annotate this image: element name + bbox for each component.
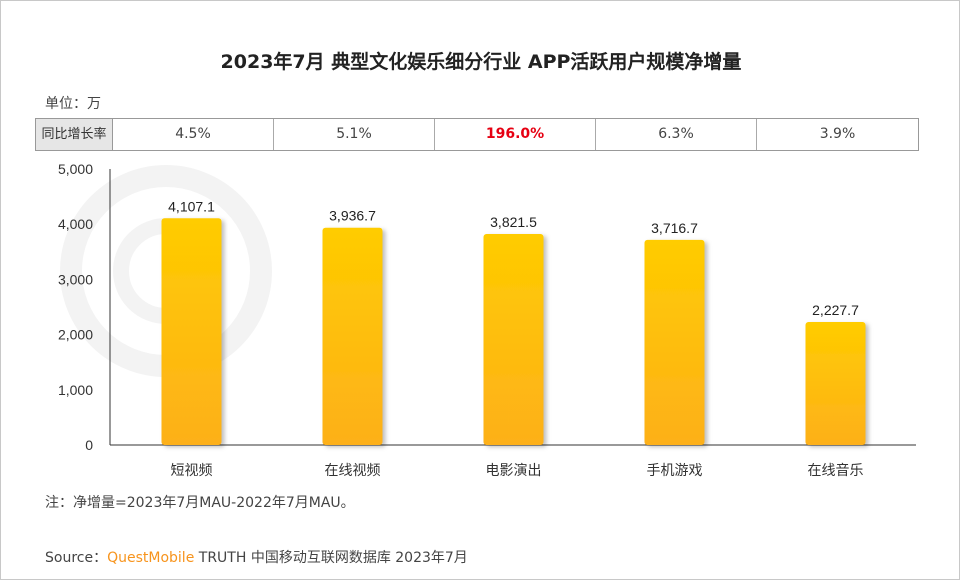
x-tick-label: 短视频 — [171, 463, 213, 479]
y-tick-label: 4,000 — [58, 216, 93, 232]
unit-label: 单位：万 — [45, 96, 101, 112]
growth-table: 同比增长率 4.5% 5.1% 196.0% 6.3% 3.9% — [35, 118, 919, 151]
growth-header: 同比增长率 — [36, 119, 113, 150]
x-tick-label: 电影演出 — [486, 463, 542, 479]
x-tick-label: 手机游戏 — [647, 463, 703, 479]
y-tick-label: 1,000 — [58, 382, 93, 398]
x-tick-label: 在线音乐 — [808, 462, 864, 479]
growth-cell: 4.5% — [113, 119, 274, 150]
growth-cell: 6.3% — [596, 119, 757, 150]
source-text: TRUTH 中国移动互联网数据库 2023年7月 — [194, 550, 468, 566]
data-label: 2,227.7 — [812, 302, 859, 318]
data-label: 3,936.7 — [329, 208, 376, 224]
source-line: Source：QuestMobile TRUTH 中国移动互联网数据库 2023… — [45, 547, 468, 567]
y-tick-label: 0 — [85, 437, 93, 453]
y-tick-label: 2,000 — [58, 327, 93, 343]
data-label: 3,716.7 — [651, 220, 698, 236]
growth-cell: 5.1% — [274, 119, 435, 150]
bar — [644, 239, 705, 445]
bar — [322, 227, 383, 445]
bar — [483, 234, 544, 445]
bar — [805, 322, 866, 445]
bar — [161, 218, 222, 445]
data-label: 3,821.5 — [490, 214, 537, 230]
growth-cell-highlight: 196.0% — [435, 119, 596, 150]
growth-cell: 3.9% — [819, 126, 856, 142]
data-label: 4,107.1 — [168, 198, 215, 214]
y-tick-label: 3,000 — [58, 271, 93, 287]
y-tick-label: 5,000 — [58, 161, 93, 177]
footnote: 注：净增量=2023年7月MAU-2022年7月MAU。 — [45, 495, 355, 511]
source-prefix: Source： — [45, 550, 108, 566]
x-tick-label: 在线视频 — [325, 463, 381, 479]
chart-title: 2023年7月 典型文化娱乐细分行业 APP活跃用户规模净增量 — [220, 51, 742, 73]
source-brand: QuestMobile — [107, 550, 195, 566]
